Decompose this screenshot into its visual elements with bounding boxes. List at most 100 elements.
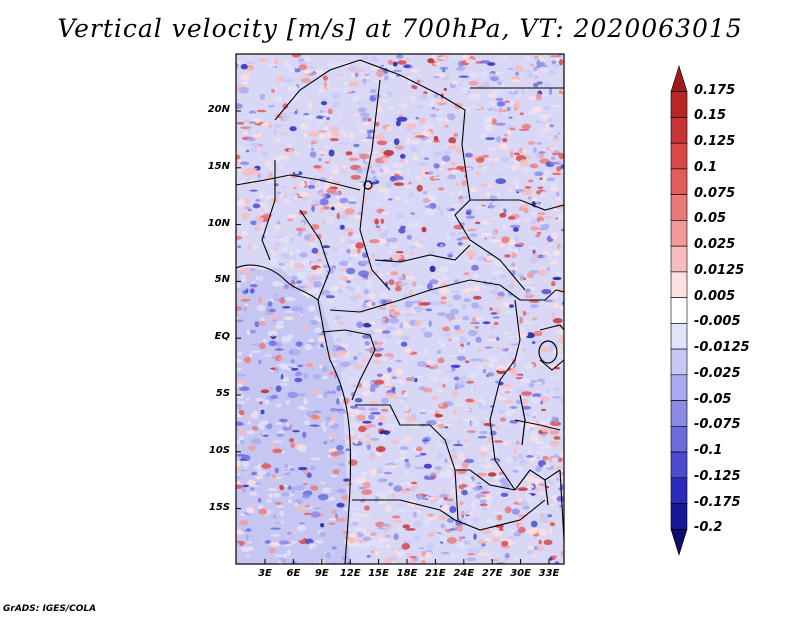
velocity-cell bbox=[454, 324, 461, 331]
velocity-cell bbox=[322, 205, 330, 210]
velocity-cell bbox=[309, 151, 317, 158]
colorbar-label: -0.025 bbox=[694, 365, 741, 381]
velocity-cell bbox=[295, 151, 299, 155]
velocity-cell bbox=[362, 481, 371, 489]
velocity-cell bbox=[274, 367, 279, 373]
lon-label: 6E bbox=[286, 568, 301, 579]
velocity-cell bbox=[252, 203, 261, 209]
velocity-cell bbox=[297, 364, 304, 368]
velocity-cell bbox=[528, 450, 532, 456]
velocity-cell bbox=[463, 272, 470, 276]
velocity-cell bbox=[551, 457, 559, 463]
velocity-cell bbox=[416, 544, 426, 548]
velocity-cell bbox=[555, 191, 560, 197]
velocity-cell bbox=[528, 300, 540, 303]
velocity-cell bbox=[346, 285, 352, 291]
velocity-cell bbox=[439, 536, 447, 543]
velocity-cell bbox=[468, 80, 479, 86]
velocity-cell bbox=[376, 273, 384, 277]
velocity-cell bbox=[297, 525, 307, 532]
velocity-cell bbox=[504, 506, 512, 514]
velocity-cell bbox=[299, 182, 306, 187]
velocity-cell bbox=[250, 350, 261, 354]
velocity-cell bbox=[248, 541, 252, 544]
velocity-cell bbox=[260, 420, 269, 426]
velocity-cell bbox=[334, 314, 342, 321]
velocity-cell bbox=[461, 303, 467, 309]
velocity-cell bbox=[404, 300, 413, 308]
lat-label: 15S bbox=[208, 501, 230, 513]
velocity-cell bbox=[450, 319, 461, 325]
velocity-cell bbox=[409, 65, 413, 69]
velocity-cell bbox=[242, 329, 248, 333]
velocity-cell bbox=[478, 164, 483, 168]
velocity-cell bbox=[446, 517, 455, 524]
velocity-cell bbox=[440, 378, 451, 382]
velocity-cell bbox=[351, 384, 359, 388]
velocity-cell bbox=[498, 274, 507, 279]
velocity-cell bbox=[317, 120, 326, 124]
velocity-cell bbox=[310, 511, 321, 518]
velocity-cell bbox=[457, 512, 466, 515]
velocity-cell bbox=[554, 135, 558, 139]
velocity-cell bbox=[445, 234, 451, 240]
velocity-cell bbox=[544, 443, 551, 449]
velocity-cell bbox=[395, 286, 402, 292]
velocity-cell bbox=[483, 464, 494, 469]
velocity-cell bbox=[277, 505, 284, 508]
colorbar-label: -0.2 bbox=[694, 520, 723, 536]
velocity-cell bbox=[308, 338, 315, 343]
velocity-cell bbox=[466, 557, 477, 562]
velocity-cell bbox=[325, 295, 336, 299]
velocity-cell bbox=[526, 282, 538, 285]
velocity-cell bbox=[448, 464, 458, 468]
border-line bbox=[352, 499, 546, 531]
velocity-cell bbox=[490, 76, 500, 82]
velocity-cell bbox=[354, 539, 365, 542]
velocity-cell bbox=[238, 520, 249, 526]
velocity-cell bbox=[236, 358, 242, 363]
velocity-cell bbox=[395, 368, 404, 376]
velocity-cell bbox=[516, 522, 520, 529]
velocity-cell bbox=[403, 404, 410, 412]
velocity-cell bbox=[421, 169, 426, 176]
velocity-cell bbox=[421, 327, 427, 334]
velocity-cell bbox=[400, 153, 406, 159]
velocity-cell bbox=[475, 317, 484, 320]
velocity-cell bbox=[249, 352, 253, 358]
velocity-cell bbox=[290, 442, 296, 449]
velocity-cell bbox=[419, 452, 427, 456]
velocity-cell bbox=[458, 536, 462, 542]
map-field bbox=[236, 54, 564, 564]
colorbar-bin bbox=[670, 374, 688, 401]
velocity-cell bbox=[395, 251, 404, 254]
velocity-cell bbox=[309, 457, 321, 461]
velocity-cell bbox=[308, 275, 317, 282]
velocity-cell bbox=[540, 395, 550, 403]
velocity-cell bbox=[488, 363, 494, 368]
velocity-cell bbox=[465, 59, 476, 64]
velocity-cell bbox=[541, 289, 552, 295]
velocity-cell bbox=[511, 79, 520, 83]
velocity-cell bbox=[267, 314, 279, 319]
velocity-cell bbox=[500, 545, 511, 549]
velocity-cell bbox=[406, 79, 412, 86]
velocity-cell bbox=[353, 143, 360, 148]
lon-label: 15E bbox=[368, 568, 389, 579]
velocity-cell bbox=[240, 63, 248, 70]
velocity-cell bbox=[390, 262, 400, 268]
velocity-cell bbox=[368, 414, 375, 420]
velocity-cell bbox=[397, 527, 402, 532]
velocity-cell bbox=[487, 338, 499, 342]
velocity-cell bbox=[521, 413, 531, 417]
velocity-cell bbox=[319, 198, 329, 206]
velocity-cell bbox=[343, 223, 355, 228]
velocity-cell bbox=[526, 529, 538, 535]
velocity-cell bbox=[489, 430, 497, 436]
colorbar-label: 0.125 bbox=[694, 134, 736, 150]
velocity-cell bbox=[385, 318, 389, 324]
velocity-cell bbox=[497, 291, 505, 297]
velocity-cell bbox=[500, 417, 507, 422]
velocity-cell bbox=[481, 419, 485, 425]
velocity-cell bbox=[374, 122, 380, 127]
